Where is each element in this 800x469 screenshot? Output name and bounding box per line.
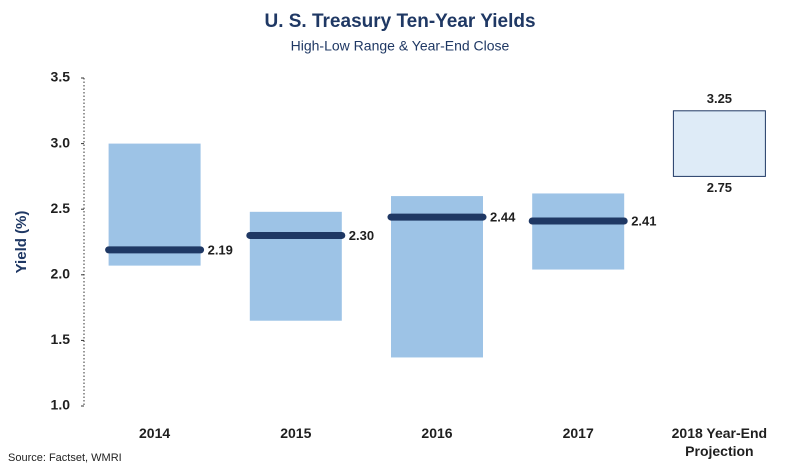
projection-range [672,110,766,177]
chart-title: U. S. Treasury Ten-Year Yields [264,11,535,32]
close-label: 2.41 [631,213,656,228]
close-label: 2.19 [208,242,233,257]
x-tick-label: 2017 [562,425,594,441]
x-tick-label: 2016 [421,425,453,441]
y-tick-label: 2.0 [51,266,71,282]
chart-subtitle: High-Low Range & Year-End Close [291,38,510,54]
y-axis-label: Yield (%) [13,211,30,274]
high-label: 3.25 [707,91,732,106]
y-tick-label: 2.5 [51,200,71,216]
y-tick-label: 3.0 [51,134,71,150]
y-tick-label: 1.0 [51,397,71,413]
close-label: 2.30 [349,228,374,243]
range-bar [249,211,342,321]
close-label: 2.44 [490,210,516,225]
range-bar [391,196,483,358]
y-tick-label: 1.5 [51,331,71,347]
x-tick-label: 2018 Year-End Projection [671,425,768,459]
low-label: 2.75 [707,180,732,195]
y-tick-label: 3.5 [51,69,71,85]
range-bar [532,193,625,270]
source-note: Source: Factset, WMRI [8,452,122,464]
x-tick-label: 2014 [139,425,171,441]
range-bar [108,143,201,266]
x-tick-label: 2015 [280,425,312,441]
